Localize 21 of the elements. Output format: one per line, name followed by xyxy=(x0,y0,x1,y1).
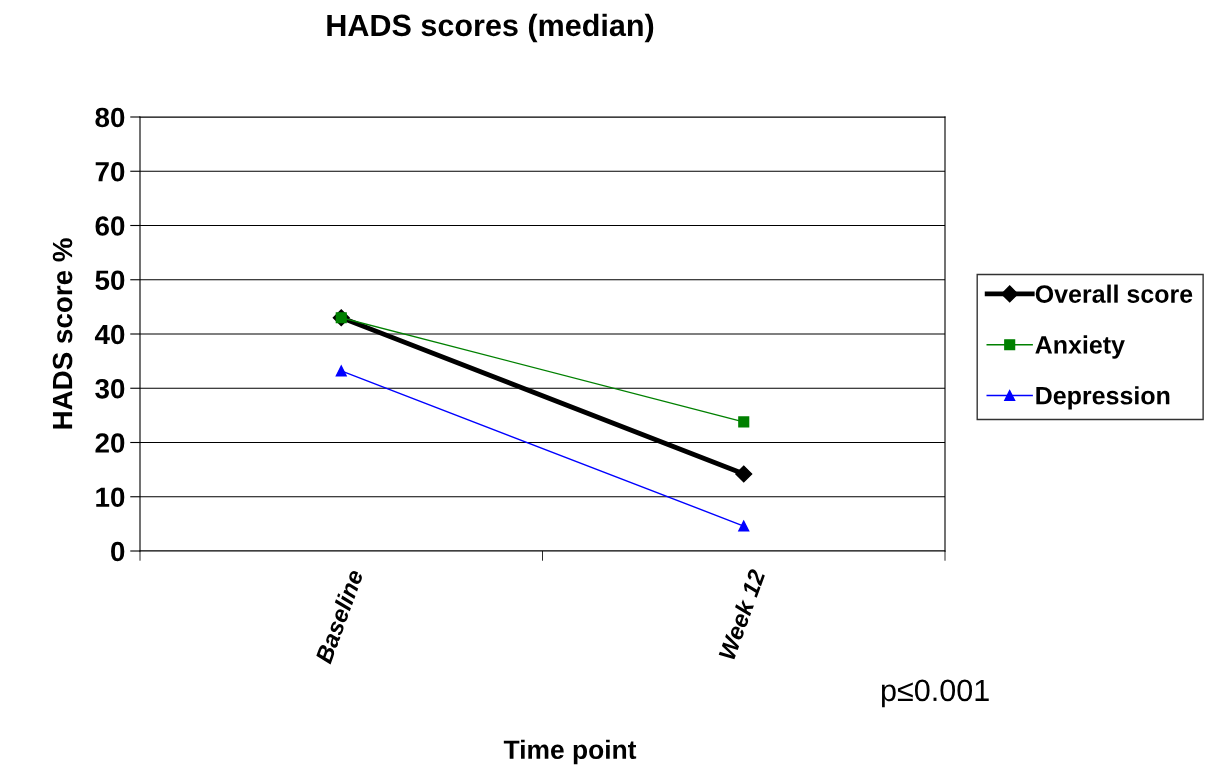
point xyxy=(738,520,750,532)
point xyxy=(738,416,750,428)
y-tick-label: 50 xyxy=(95,270,125,291)
legend-label: Overall score xyxy=(1035,284,1193,303)
point xyxy=(335,365,347,377)
legend-label: Anxiety xyxy=(1035,335,1125,359)
point xyxy=(735,465,753,483)
text: p≤0.001 xyxy=(881,679,989,708)
x-tick-label: Week 12 xyxy=(717,567,766,661)
y-tick-label: 80 xyxy=(95,107,125,128)
y-tick-label: 30 xyxy=(95,378,125,399)
y-tick-label: 40 xyxy=(94,324,125,345)
y-tick-label: 70 xyxy=(95,161,125,182)
chart-title: HADS scores (median) xyxy=(327,13,654,43)
legend-label: Depression xyxy=(1036,386,1170,410)
x-axis-title: Time point xyxy=(503,739,637,765)
y-axis-title: HADS score % xyxy=(52,238,73,429)
y-tick-label: 20 xyxy=(95,433,125,453)
y-tick-label: 0 xyxy=(111,541,125,562)
y-tick-label: 10 xyxy=(96,487,125,508)
y-tick-label: 60 xyxy=(95,216,125,236)
